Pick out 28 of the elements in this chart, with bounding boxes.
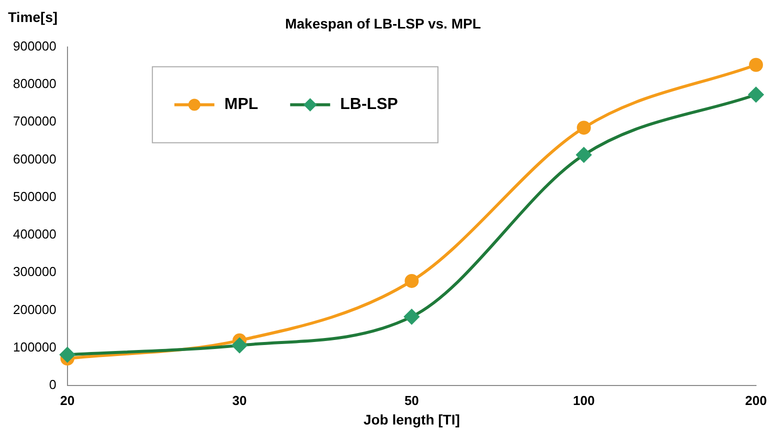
x-tick-label: 30	[232, 392, 247, 408]
y-tick-label: 400000	[12, 226, 56, 242]
point	[576, 147, 592, 162]
x-tick-label: 50	[404, 392, 419, 408]
legend-label: LB-LSP	[340, 96, 398, 114]
point	[748, 87, 764, 102]
y-tick-label: 900000	[12, 38, 56, 54]
y-tick-label: 100000	[12, 340, 56, 355]
point	[60, 347, 75, 362]
point	[404, 309, 420, 324]
chart-title: Makespan of LB-LSP vs. MPL	[285, 15, 482, 32]
y-tick-label: 500000	[12, 188, 56, 204]
y-tick-label: 300000	[12, 264, 56, 280]
x-tick-label: 20	[60, 392, 75, 408]
y-tick-label: 800000	[12, 76, 56, 92]
x-tick-label: 200	[745, 392, 767, 408]
x-tick-label: 100	[572, 392, 595, 408]
legend-label: MPL	[224, 96, 258, 114]
y-tick-label: 600000	[12, 151, 56, 166]
y-tick-label: 700000	[12, 114, 56, 129]
point	[576, 120, 591, 135]
y-tick-label: 200000	[12, 302, 56, 317]
y-tick-label: 0	[49, 377, 56, 392]
point	[404, 274, 419, 288]
point	[749, 58, 763, 72]
y-axis-title: Time[s]	[8, 9, 58, 25]
point	[232, 338, 248, 353]
x-axis-title: Job length [TI]	[363, 411, 460, 428]
